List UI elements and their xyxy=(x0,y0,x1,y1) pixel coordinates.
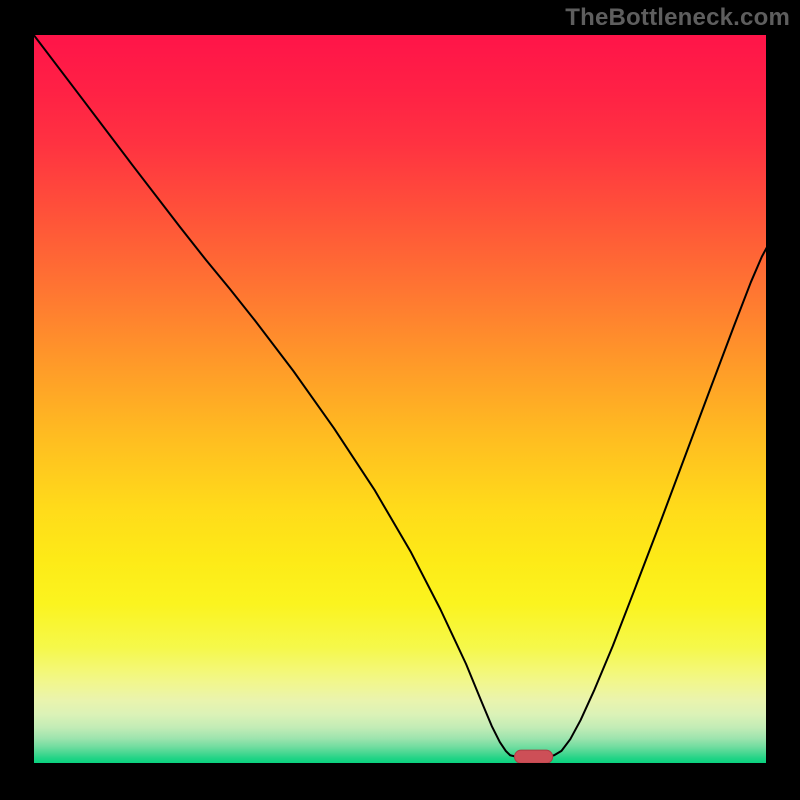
bottleneck-chart xyxy=(0,0,800,800)
plot-background xyxy=(33,34,767,764)
optimal-marker xyxy=(515,750,553,763)
chart-frame: TheBottleneck.com xyxy=(0,0,800,800)
